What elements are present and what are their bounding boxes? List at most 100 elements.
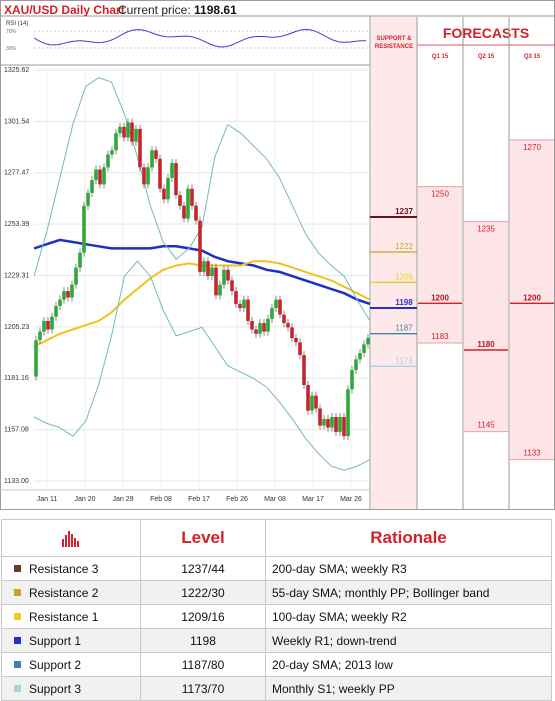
rsi-level-label: 30% <box>6 46 17 52</box>
candle <box>242 299 246 309</box>
forecasts-title: FORECASTS <box>443 25 529 41</box>
candle <box>94 169 98 181</box>
quarter-label: Q2 15 <box>478 54 495 60</box>
candle <box>46 321 50 330</box>
series-line <box>33 238 371 306</box>
candle <box>362 344 366 353</box>
chart-frame <box>0 0 555 510</box>
candle <box>262 323 266 332</box>
candle <box>350 370 354 390</box>
candle <box>222 269 226 285</box>
sr-column-bg <box>371 17 417 509</box>
row-rationale: 20-day SMA; 2013 low <box>265 652 552 677</box>
candle <box>158 158 162 189</box>
sr-level-label: 1237 <box>395 207 413 216</box>
candle <box>98 169 102 185</box>
candle <box>54 306 58 317</box>
candle <box>50 316 54 330</box>
candle <box>358 353 362 360</box>
series-line <box>33 77 371 322</box>
candle <box>342 417 346 437</box>
y-tick-label: 1253.39 <box>4 221 29 228</box>
candle <box>70 284 74 298</box>
color-swatch <box>14 685 21 693</box>
candle <box>330 417 334 428</box>
forecast-low-label: 1145 <box>477 421 495 430</box>
x-tick-label: Mar 26 <box>340 496 362 503</box>
table-row: Resistance 3 1237/44 200-day SMA; weekly… <box>1 556 552 581</box>
candle <box>126 122 130 138</box>
x-tick-label: Feb 08 <box>150 496 172 503</box>
candle <box>254 329 258 334</box>
candle <box>130 122 134 142</box>
row-rationale: 100-day SMA; weekly R2 <box>265 604 552 629</box>
row-level: 1237/44 <box>140 556 266 581</box>
row-name: Support 2 <box>29 657 82 672</box>
chart-area: RSI (14) 70% 30% 1325.62 1301.54 1277.47 1253.… <box>0 0 555 510</box>
y-tick-label: 1301.54 <box>4 118 29 125</box>
candle <box>162 188 166 200</box>
candle <box>194 205 198 221</box>
y-tick-label: 1181.16 <box>4 375 29 382</box>
series-line <box>33 260 371 348</box>
candle <box>250 321 254 330</box>
row-level: 1173/70 <box>140 676 266 701</box>
candle <box>286 323 290 328</box>
row-level: 1222/30 <box>140 580 266 605</box>
candle <box>66 291 70 298</box>
row-rationale: Weekly R1; down-trend <box>265 628 552 653</box>
candle <box>74 267 78 285</box>
row-level: 1209/16 <box>140 604 266 629</box>
x-tick-label: Jan 20 <box>74 496 95 503</box>
candle <box>210 267 214 277</box>
candle <box>170 163 174 178</box>
candle <box>218 284 222 296</box>
candle <box>294 338 298 343</box>
color-swatch <box>14 661 21 669</box>
candle <box>306 385 310 411</box>
table-row: Support 1 1198 Weekly R1; down-trend <box>1 628 552 653</box>
candle <box>114 133 118 151</box>
candle <box>110 150 114 155</box>
x-tick-label: Mar 08 <box>264 496 286 503</box>
candle <box>142 167 146 185</box>
candle <box>234 291 238 304</box>
candle <box>138 128 142 168</box>
candle <box>278 299 282 315</box>
candle <box>190 188 194 206</box>
bar-chart-icon <box>62 531 79 548</box>
candle <box>274 299 278 309</box>
row-name-cell: Resistance 2 <box>1 580 141 605</box>
color-swatch <box>14 589 21 597</box>
candle <box>198 220 202 272</box>
series-line <box>33 260 371 471</box>
current-price: Current price: 1198.61 <box>118 3 237 17</box>
forecast-high-label: 1250 <box>431 190 449 199</box>
candle <box>310 395 314 411</box>
row-name: Support 1 <box>29 633 82 648</box>
forecast-mid-label: 1180 <box>477 340 495 349</box>
levels-table-header: Level Rationale <box>1 519 552 557</box>
color-swatch <box>14 637 21 645</box>
row-rationale: 200-day SMA; weekly R3 <box>265 556 552 581</box>
color-swatch <box>14 613 21 621</box>
candle <box>62 291 66 300</box>
candle <box>318 408 322 426</box>
y-tick-label: 1205.23 <box>4 324 29 331</box>
levels-table: Level Rationale Resistance 3 1237/44 200… <box>1 519 552 701</box>
forecast-mid-label: 1200 <box>431 293 449 302</box>
row-rationale: Monthly S1; weekly PP <box>265 676 552 701</box>
sr-level-label: 1222 <box>395 242 413 251</box>
candle <box>186 188 190 219</box>
candle <box>270 308 274 319</box>
candle <box>366 338 370 345</box>
candle <box>266 318 270 332</box>
rsi-level-label: 70% <box>6 29 17 35</box>
candle <box>122 126 126 138</box>
candle <box>238 303 242 309</box>
candle <box>206 261 210 277</box>
candle <box>322 419 326 426</box>
candle <box>58 299 62 306</box>
candle <box>78 252 82 268</box>
candle <box>302 355 306 385</box>
